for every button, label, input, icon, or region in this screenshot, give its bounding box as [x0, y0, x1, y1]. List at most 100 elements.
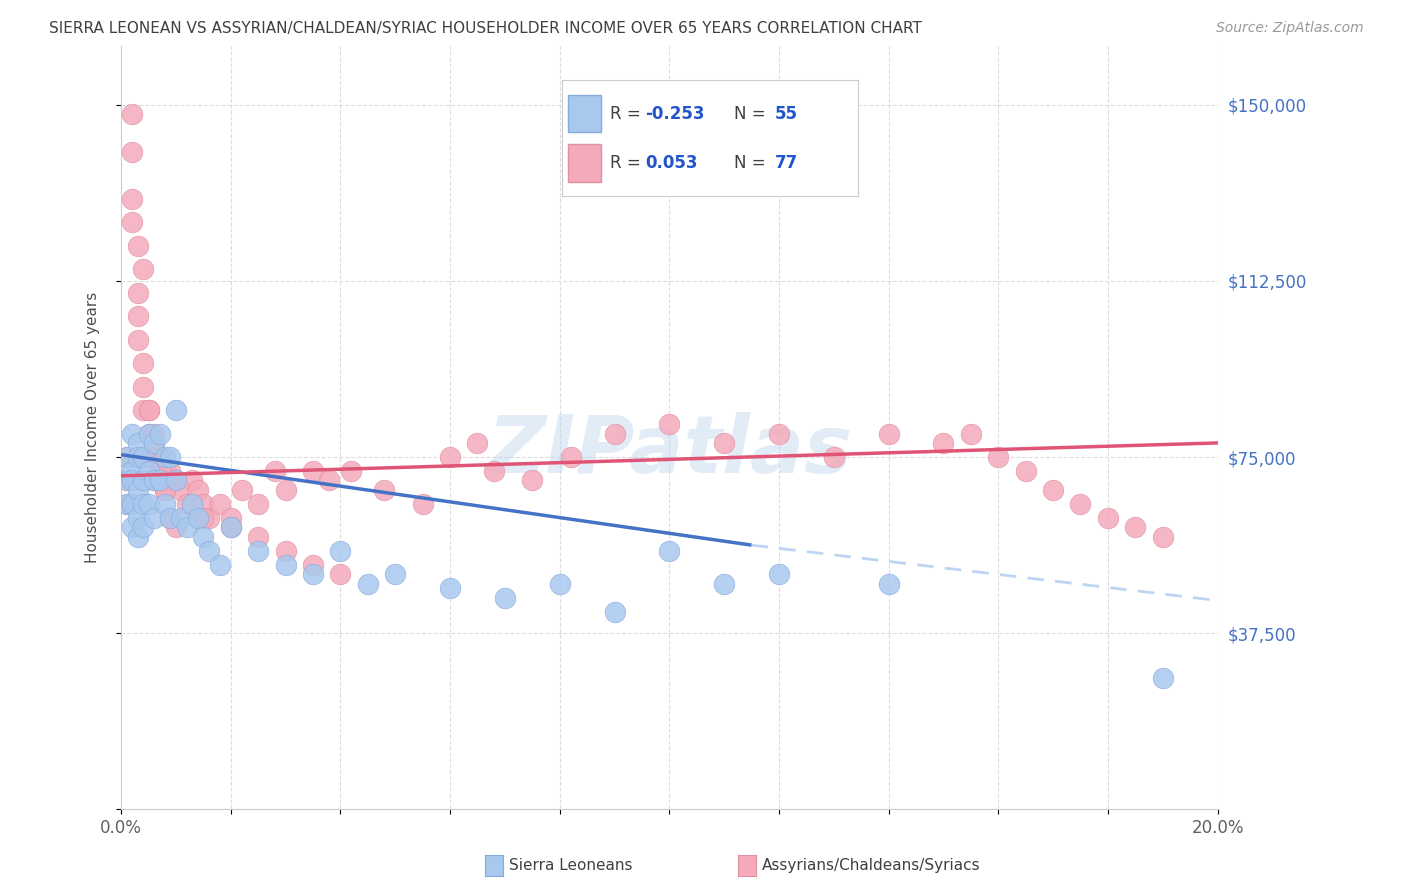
Text: Source: ZipAtlas.com: Source: ZipAtlas.com — [1216, 21, 1364, 35]
Point — [132, 450, 155, 464]
Point — [148, 450, 170, 464]
Point — [1042, 483, 1064, 497]
Point — [132, 520, 155, 534]
Point — [494, 591, 516, 605]
Point — [274, 544, 297, 558]
Point — [153, 483, 176, 497]
Point — [302, 567, 325, 582]
Point — [165, 403, 187, 417]
Point — [522, 474, 544, 488]
Point — [274, 483, 297, 497]
Point — [482, 464, 505, 478]
Point — [127, 530, 149, 544]
Point — [143, 436, 166, 450]
Point — [193, 530, 215, 544]
Point — [274, 558, 297, 572]
FancyBboxPatch shape — [568, 95, 600, 132]
Point — [357, 576, 380, 591]
Point — [1152, 530, 1174, 544]
Point — [159, 511, 181, 525]
Point — [132, 356, 155, 370]
Point — [247, 544, 270, 558]
Point — [548, 576, 571, 591]
Point — [127, 450, 149, 464]
Point — [302, 464, 325, 478]
Point — [115, 474, 138, 488]
Point — [560, 450, 582, 464]
Point — [1069, 497, 1091, 511]
Point — [115, 497, 138, 511]
Point — [165, 474, 187, 488]
Point — [877, 426, 900, 441]
Point — [208, 497, 231, 511]
Y-axis label: Householder Income Over 65 years: Householder Income Over 65 years — [86, 292, 100, 564]
Point — [138, 450, 160, 464]
Point — [148, 464, 170, 478]
Point — [159, 450, 181, 464]
Text: 0.053: 0.053 — [645, 154, 697, 172]
Point — [143, 474, 166, 488]
Point — [159, 464, 181, 478]
Point — [121, 520, 143, 534]
Point — [176, 520, 198, 534]
Point — [768, 567, 790, 582]
Point — [143, 436, 166, 450]
Point — [247, 497, 270, 511]
Point — [121, 107, 143, 121]
Point — [127, 511, 149, 525]
Point — [439, 450, 461, 464]
Point — [219, 520, 242, 534]
Point — [658, 417, 681, 432]
Point — [138, 426, 160, 441]
Point — [187, 483, 209, 497]
Point — [138, 497, 160, 511]
Text: N =: N = — [734, 154, 770, 172]
Point — [115, 450, 138, 464]
Point — [219, 511, 242, 525]
Point — [1123, 520, 1146, 534]
Point — [302, 558, 325, 572]
Text: R =: R = — [610, 154, 651, 172]
Point — [159, 511, 181, 525]
Point — [127, 333, 149, 347]
Point — [1152, 671, 1174, 685]
Point — [1014, 464, 1036, 478]
Point — [132, 403, 155, 417]
Point — [148, 474, 170, 488]
Point — [138, 403, 160, 417]
Text: Sierra Leoneans: Sierra Leoneans — [509, 858, 633, 872]
Point — [170, 483, 193, 497]
Point — [153, 464, 176, 478]
Point — [603, 605, 626, 619]
Point — [165, 520, 187, 534]
Point — [713, 436, 735, 450]
Point — [193, 497, 215, 511]
Point — [115, 497, 138, 511]
Point — [219, 520, 242, 534]
Point — [138, 426, 160, 441]
Point — [121, 192, 143, 206]
Point — [439, 582, 461, 596]
Point — [768, 426, 790, 441]
Point — [138, 403, 160, 417]
Point — [1097, 511, 1119, 525]
Point — [231, 483, 253, 497]
Text: N =: N = — [734, 104, 770, 122]
Point — [877, 576, 900, 591]
Point — [143, 450, 166, 464]
Point — [263, 464, 285, 478]
Point — [329, 567, 352, 582]
Point — [373, 483, 395, 497]
Point — [987, 450, 1010, 464]
Point — [121, 497, 143, 511]
Point — [132, 262, 155, 277]
Point — [181, 497, 204, 511]
Point — [127, 436, 149, 450]
Point — [115, 474, 138, 488]
Point — [170, 511, 193, 525]
Point — [176, 497, 198, 511]
Point — [121, 215, 143, 229]
Point — [127, 309, 149, 323]
Point — [121, 426, 143, 441]
Text: Assyrians/Chaldeans/Syriacs: Assyrians/Chaldeans/Syriacs — [762, 858, 980, 872]
